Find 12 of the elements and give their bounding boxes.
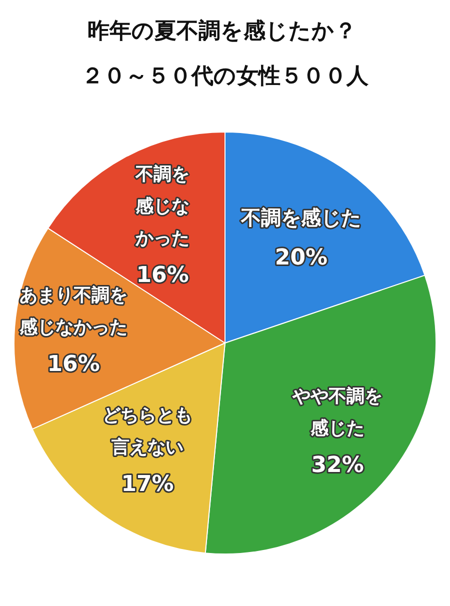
slice-label: あまり不調を感じなかった <box>18 285 128 338</box>
data-label: 16% <box>136 263 189 288</box>
data-label: 32% <box>311 452 364 478</box>
data-label: 20% <box>274 246 328 271</box>
slice-label: 不調を感じなかった <box>134 164 190 250</box>
chart-title: 昨年の夏不調を感じたか？ <box>88 18 356 44</box>
slice-label: やや不調を感じた <box>292 386 383 439</box>
slice-label: 不調を感じた <box>240 206 362 230</box>
data-label: 17% <box>121 472 174 498</box>
chart-subtitle: ２０～５０代の女性５００人 <box>82 64 370 89</box>
slice-label: どちらとも言えない <box>102 405 193 458</box>
data-label: 16% <box>47 352 100 378</box>
